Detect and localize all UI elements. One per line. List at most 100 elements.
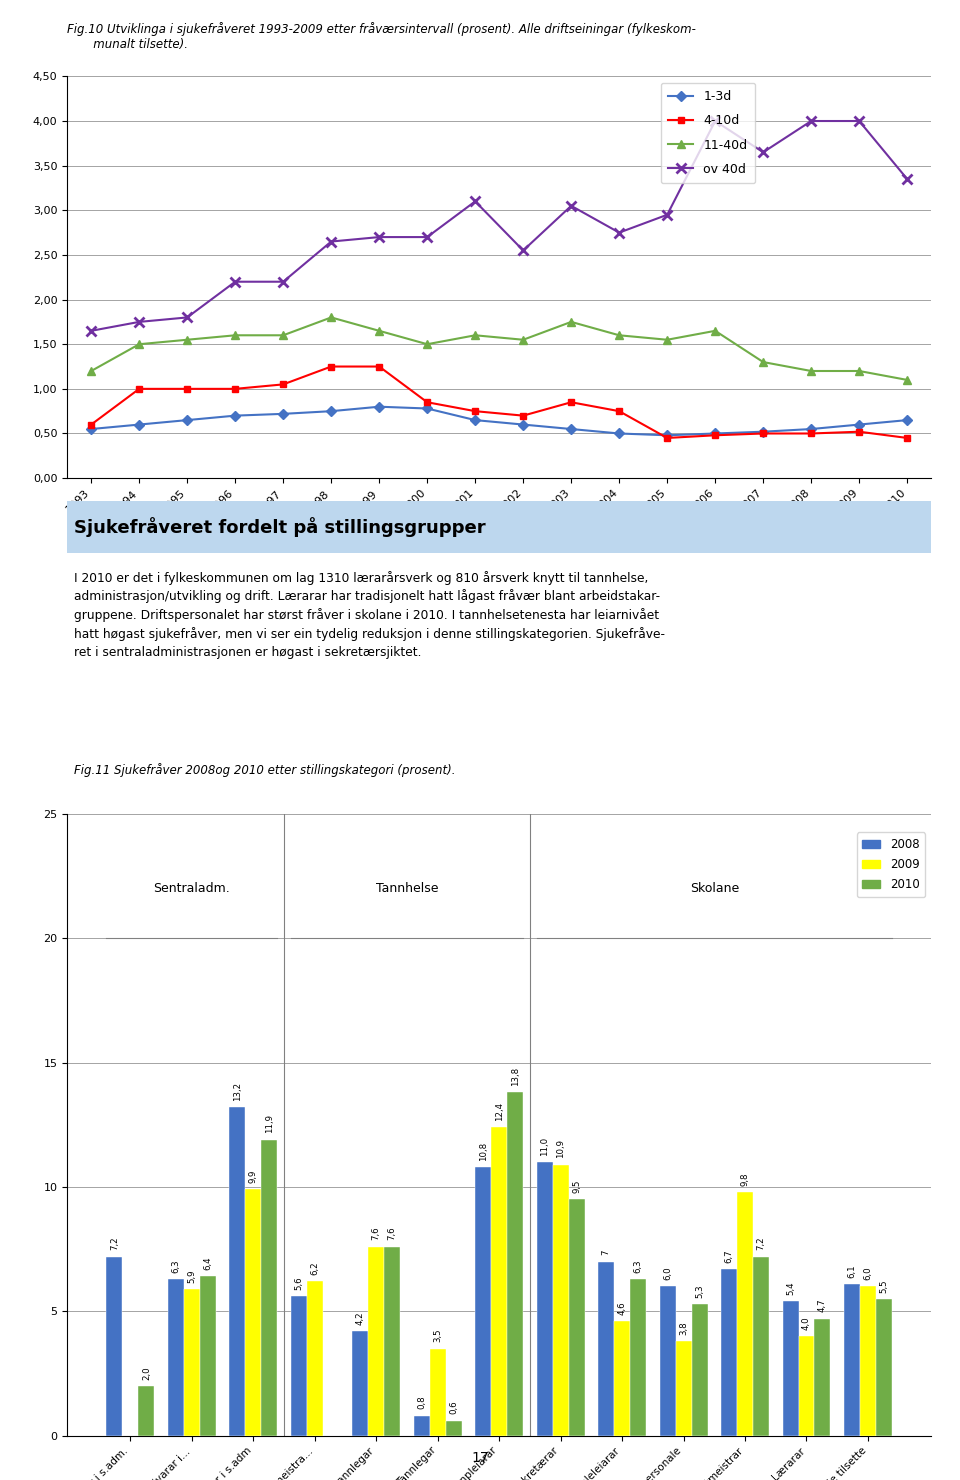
Text: Sjukefråveret fordelt på stillingsgrupper: Sjukefråveret fordelt på stillingsgruppe… bbox=[74, 517, 486, 537]
Bar bbox=[598, 1261, 614, 1436]
Text: 7,2: 7,2 bbox=[110, 1237, 119, 1251]
Text: 4,7: 4,7 bbox=[818, 1299, 827, 1313]
Bar bbox=[369, 1246, 384, 1436]
Bar bbox=[430, 1348, 445, 1436]
1-3d bbox=[277, 406, 289, 423]
ov 40d bbox=[565, 197, 577, 215]
Legend: 2008, 2009, 2010: 2008, 2009, 2010 bbox=[856, 832, 925, 897]
Bar bbox=[475, 1168, 492, 1436]
ov 40d bbox=[85, 323, 97, 340]
4-10d bbox=[469, 403, 481, 420]
1-3d bbox=[757, 423, 769, 441]
1-3d bbox=[709, 425, 721, 443]
Bar bbox=[553, 1165, 568, 1436]
1-3d bbox=[373, 398, 385, 416]
Text: 6,3: 6,3 bbox=[172, 1259, 180, 1273]
Bar bbox=[246, 1190, 261, 1436]
Bar bbox=[630, 1279, 646, 1436]
Text: 7: 7 bbox=[602, 1249, 611, 1255]
Bar bbox=[352, 1331, 369, 1436]
1-3d bbox=[469, 411, 481, 429]
Line: 1-3d: 1-3d bbox=[87, 403, 911, 438]
Text: 4,0: 4,0 bbox=[802, 1316, 811, 1331]
Bar bbox=[307, 1282, 323, 1436]
Bar bbox=[721, 1268, 737, 1436]
Line: 4-10d: 4-10d bbox=[87, 363, 911, 441]
1-3d bbox=[517, 416, 529, 434]
11-40d bbox=[133, 336, 145, 354]
Text: 0,6: 0,6 bbox=[449, 1402, 458, 1415]
Text: 6,4: 6,4 bbox=[204, 1257, 212, 1270]
Bar bbox=[782, 1301, 799, 1436]
11-40d bbox=[229, 327, 241, 345]
4-10d bbox=[661, 429, 673, 447]
ov 40d bbox=[661, 206, 673, 223]
Text: 6,0: 6,0 bbox=[863, 1267, 873, 1280]
Bar bbox=[568, 1199, 585, 1436]
Text: 7,6: 7,6 bbox=[388, 1227, 396, 1240]
4-10d bbox=[325, 358, 337, 376]
ov 40d bbox=[853, 112, 865, 130]
Text: 5,3: 5,3 bbox=[695, 1285, 704, 1298]
Bar bbox=[860, 1286, 876, 1436]
11-40d bbox=[805, 363, 817, 380]
Text: Tannhelse: Tannhelse bbox=[375, 882, 439, 895]
1-3d bbox=[421, 400, 433, 417]
ov 40d bbox=[325, 232, 337, 250]
4-10d bbox=[853, 423, 865, 441]
1-3d bbox=[181, 411, 193, 429]
11-40d bbox=[901, 371, 913, 389]
4-10d bbox=[133, 380, 145, 398]
4-10d bbox=[373, 358, 385, 376]
Bar bbox=[537, 1162, 553, 1436]
Bar bbox=[753, 1257, 769, 1436]
ov 40d bbox=[613, 223, 625, 241]
ov 40d bbox=[373, 228, 385, 246]
Text: 6,1: 6,1 bbox=[848, 1264, 856, 1277]
Text: 0,8: 0,8 bbox=[418, 1396, 426, 1409]
Text: 6,7: 6,7 bbox=[725, 1249, 733, 1262]
Text: 9,9: 9,9 bbox=[249, 1169, 258, 1183]
ov 40d bbox=[277, 272, 289, 290]
Bar bbox=[799, 1336, 814, 1436]
Line: ov 40d: ov 40d bbox=[86, 115, 912, 336]
Text: Sentraladm.: Sentraladm. bbox=[154, 882, 230, 895]
1-3d bbox=[229, 407, 241, 425]
Bar bbox=[67, 500, 931, 554]
Text: 7,2: 7,2 bbox=[756, 1237, 765, 1251]
4-10d bbox=[85, 416, 97, 434]
ov 40d bbox=[805, 112, 817, 130]
4-10d bbox=[517, 407, 529, 425]
Text: 5,5: 5,5 bbox=[879, 1279, 888, 1292]
Text: 4,6: 4,6 bbox=[617, 1301, 627, 1316]
Text: 6,3: 6,3 bbox=[634, 1259, 642, 1273]
Bar bbox=[138, 1385, 155, 1436]
ov 40d bbox=[901, 170, 913, 188]
Text: 9,5: 9,5 bbox=[572, 1180, 581, 1193]
4-10d bbox=[421, 394, 433, 411]
11-40d bbox=[325, 308, 337, 326]
Bar bbox=[229, 1107, 246, 1436]
Text: Skolane: Skolane bbox=[689, 882, 739, 895]
Text: 11,0: 11,0 bbox=[540, 1137, 549, 1156]
Legend: 1-3d, 4-10d, 11-40d, ov 40d: 1-3d, 4-10d, 11-40d, ov 40d bbox=[661, 83, 756, 184]
Text: 9,8: 9,8 bbox=[740, 1172, 750, 1185]
Text: 11,9: 11,9 bbox=[265, 1114, 274, 1134]
Text: Fig.11 Sjukefråver 2008og 2010 etter stillingskategori (prosent).: Fig.11 Sjukefråver 2008og 2010 etter sti… bbox=[74, 762, 456, 777]
1-3d bbox=[133, 416, 145, 434]
11-40d bbox=[517, 332, 529, 349]
Text: 13,2: 13,2 bbox=[233, 1082, 242, 1101]
1-3d bbox=[661, 426, 673, 444]
Text: I 2010 er det i fylkeskommunen om lag 1310 lærarårsverk og 810 årsverk knytt til: I 2010 er det i fylkeskommunen om lag 13… bbox=[74, 571, 665, 659]
Text: 6,2: 6,2 bbox=[310, 1261, 320, 1276]
ov 40d bbox=[181, 308, 193, 326]
Bar bbox=[660, 1286, 676, 1436]
Text: 12,4: 12,4 bbox=[494, 1103, 504, 1120]
ov 40d bbox=[421, 228, 433, 246]
4-10d bbox=[181, 380, 193, 398]
Text: 3,8: 3,8 bbox=[679, 1322, 688, 1335]
Bar bbox=[676, 1341, 691, 1436]
Bar bbox=[384, 1246, 400, 1436]
Text: 7,6: 7,6 bbox=[372, 1227, 381, 1240]
11-40d bbox=[709, 323, 721, 340]
